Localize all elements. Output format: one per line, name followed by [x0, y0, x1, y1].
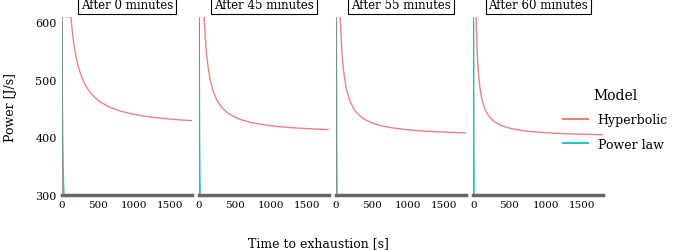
Title: After 55 minutes: After 55 minutes — [351, 0, 451, 12]
Text: Time to exhaustion [s]: Time to exhaustion [s] — [248, 236, 389, 249]
Title: After 60 minutes: After 60 minutes — [488, 0, 588, 12]
Text: Power [J/s]: Power [J/s] — [4, 73, 16, 142]
Title: After 0 minutes: After 0 minutes — [81, 0, 173, 12]
Legend: Hyperbolic, Power law: Hyperbolic, Power law — [558, 84, 673, 156]
Title: After 45 minutes: After 45 minutes — [214, 0, 314, 12]
